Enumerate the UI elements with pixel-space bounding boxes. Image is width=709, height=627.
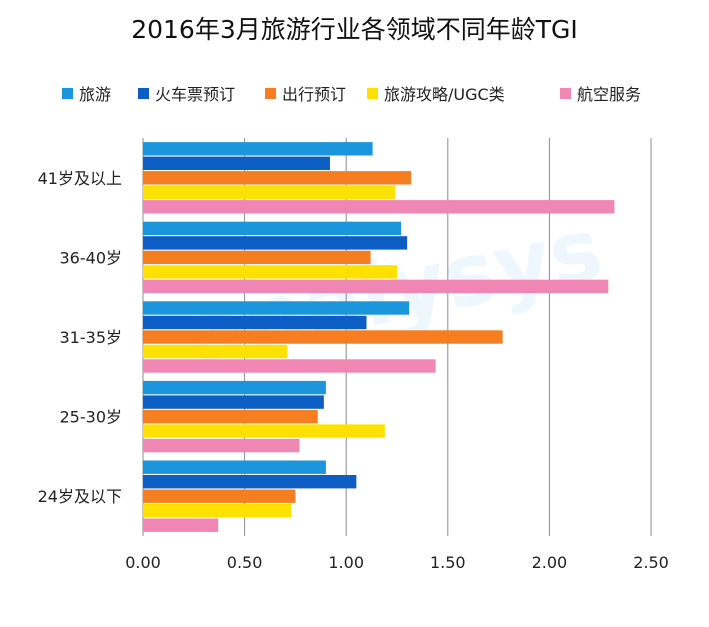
legend-label-5: 航空服务 [577,85,642,104]
legend-label-3: 出行预订 [282,85,347,104]
x-tick-label: 0.00 [125,553,161,572]
bar [143,156,330,170]
axes: 0.00 0.50 1.00 1.50 2.00 2.50 41岁及以上 36-40岁 31-3… [38,169,669,572]
bar [143,424,385,438]
bar [143,221,402,236]
legend-item-5: 航空服务 [560,80,641,106]
bar [143,236,408,250]
x-tick-label: 0.50 [227,553,263,572]
bar [143,395,324,409]
legend-swatch-1 [62,87,73,99]
bar [143,409,318,424]
bar [143,330,503,344]
bar [143,359,436,373]
bar [143,344,288,359]
bar [143,315,367,330]
bar [143,200,615,214]
legend-swatch-5 [560,87,571,99]
x-tick-label: 2.50 [633,553,669,572]
y-category-label: 36-40岁 [60,248,123,267]
legend: 旅游 火车票预订 出行预订 旅游攻略/UGC类 航空服务 [0,80,709,106]
legend-label-2: 火车票预订 [155,85,236,104]
bar [143,518,219,532]
x-tick-label: 1.00 [328,553,364,572]
bar [143,185,395,199]
bar [143,250,371,265]
bar [143,438,300,453]
legend-label-1: 旅游 [79,85,112,104]
bar [143,171,412,185]
x-tick-label: 2.00 [532,553,568,572]
legend-label-4: 旅游攻略/UGC类 [384,85,505,104]
bar [143,142,373,156]
bar [143,475,357,489]
legend-swatch-3 [265,87,276,99]
y-category-label: 25-30岁 [60,408,123,427]
bar [143,301,410,315]
y-category-label: 31-35岁 [60,328,123,347]
bars [143,142,615,532]
bar [143,279,609,294]
x-tick-label: 1.50 [430,553,466,572]
bar [143,460,326,474]
bar [143,380,326,395]
legend-swatch-2 [138,87,149,99]
legend-item-4: 旅游攻略/UGC类 [367,80,505,106]
chart-title: 2016年3月旅游行业各领域不同年龄TGI [131,15,578,44]
legend-item-2: 火车票预订 [138,80,235,106]
legend-item-3: 出行预订 [265,80,346,106]
legend-swatch-4 [367,87,378,99]
y-category-label: 41岁及以上 [38,169,122,188]
bar [143,504,292,518]
legend-item-1: 旅游 [62,80,111,106]
bar [143,265,397,279]
y-category-label: 24岁及以下 [38,487,122,506]
bar [143,489,296,503]
